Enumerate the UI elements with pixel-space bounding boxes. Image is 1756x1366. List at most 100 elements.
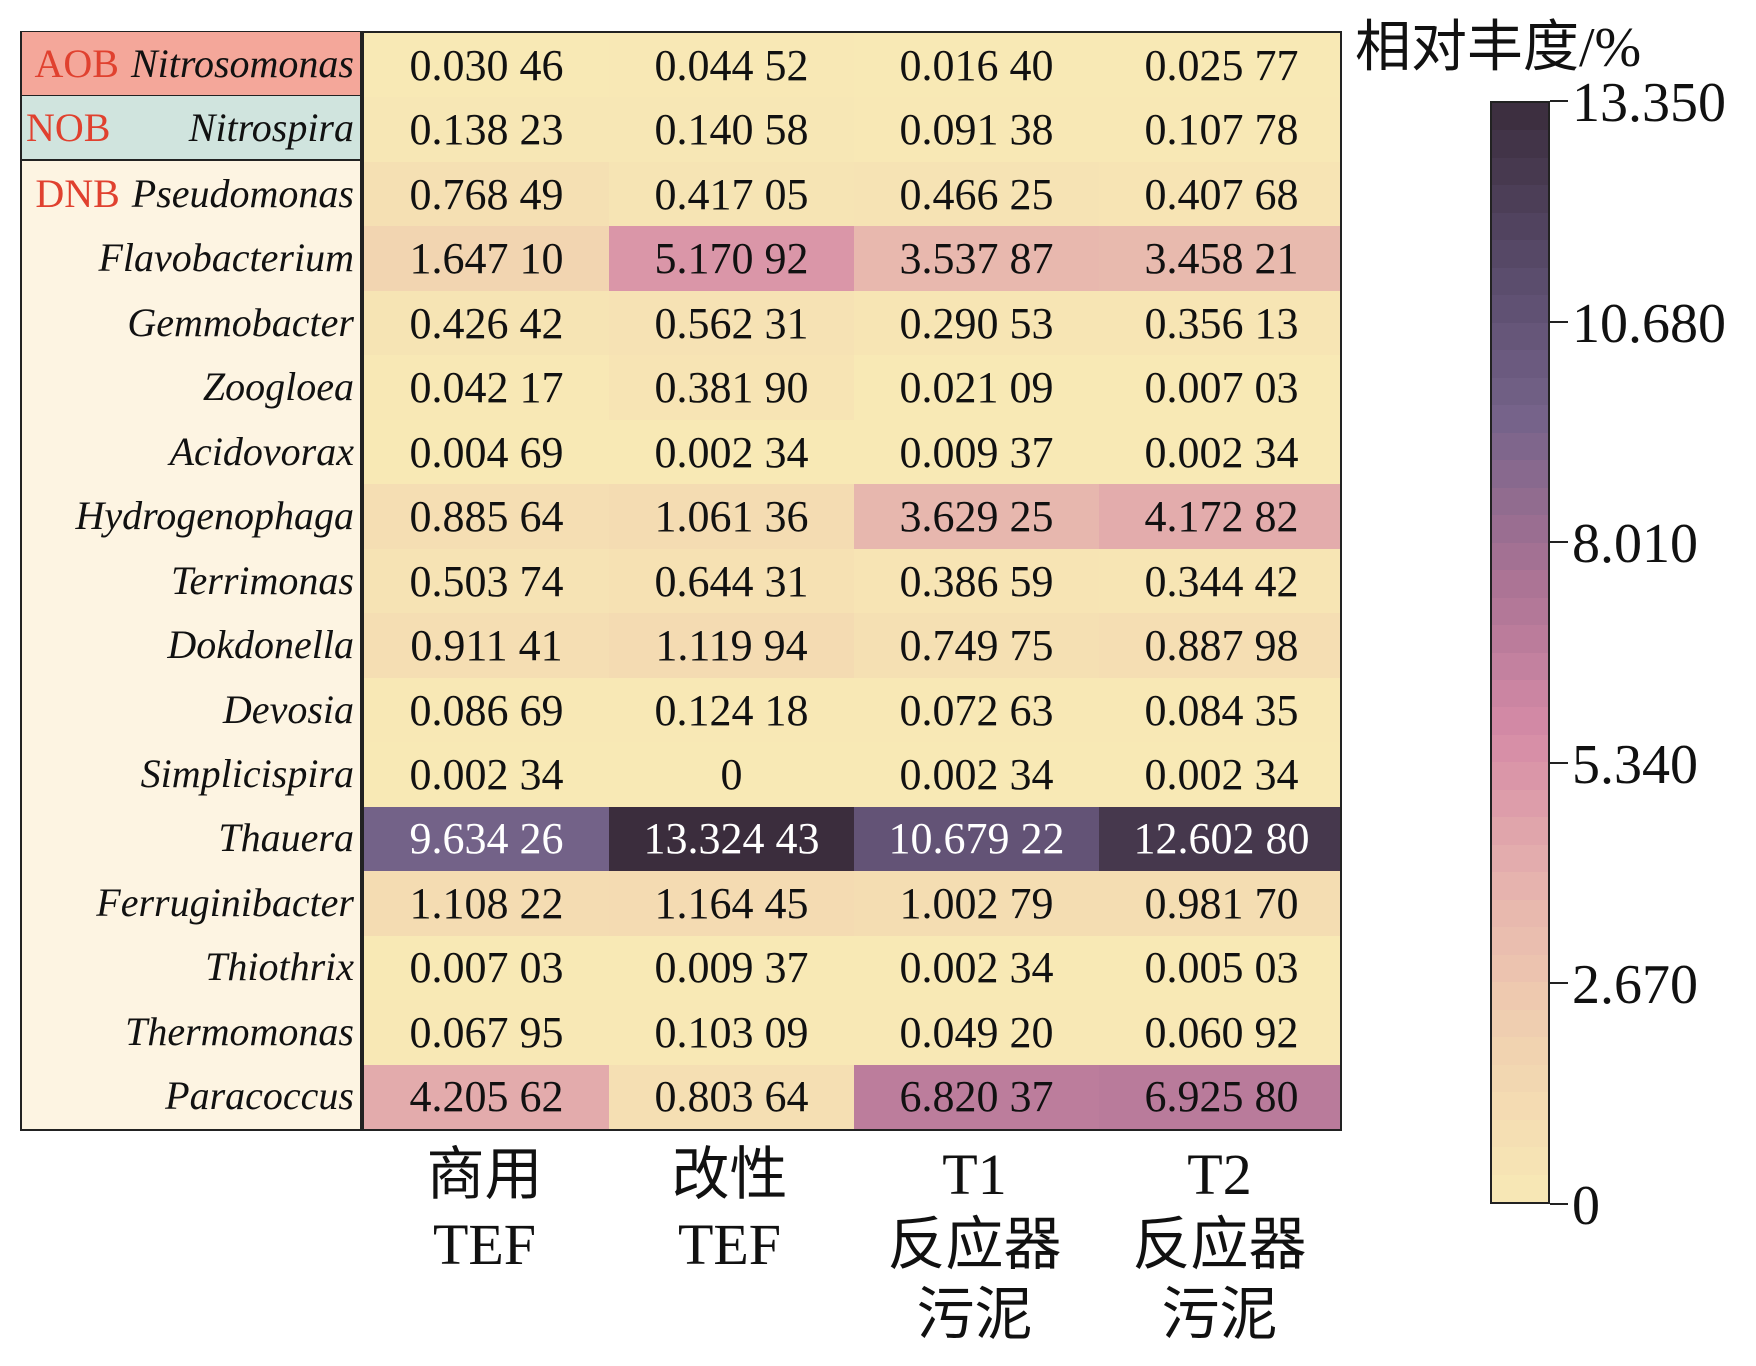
colorbar-step bbox=[1492, 350, 1548, 378]
colorbar-tick bbox=[1550, 982, 1568, 985]
row-label: Gemmobacter bbox=[22, 290, 360, 355]
heatmap-cell: 0.067 95 bbox=[364, 1000, 609, 1065]
colorbar-step bbox=[1492, 570, 1548, 598]
colorbar-step bbox=[1492, 1119, 1548, 1148]
taxon-name: Paracoccus bbox=[165, 1073, 354, 1119]
heatmap-cell: 0.002 34 bbox=[854, 935, 1099, 1001]
heatmap-cell: 1.061 36 bbox=[609, 484, 854, 549]
heatmap-cell: 0.030 46 bbox=[364, 33, 609, 98]
heatmap-cell: 3.629 25 bbox=[854, 484, 1099, 549]
heatmap-cell: 0.503 74 bbox=[364, 548, 609, 614]
heatmap-cell: 0.002 34 bbox=[854, 742, 1099, 807]
heatmap-cell: 0.426 42 bbox=[364, 290, 609, 356]
colorbar-step bbox=[1492, 597, 1548, 626]
colorbar-step bbox=[1492, 982, 1548, 1010]
heatmap-cell: 0.768 49 bbox=[364, 161, 609, 227]
row-label: Thiothrix bbox=[22, 935, 360, 1000]
colorbar-step bbox=[1492, 542, 1548, 571]
row-label: Acidovorax bbox=[22, 419, 360, 484]
heatmap-cell: 0.138 23 bbox=[364, 97, 609, 163]
heatmap-cell: 1.647 10 bbox=[364, 226, 609, 292]
colorbar-step bbox=[1492, 625, 1548, 653]
colorbar-step bbox=[1492, 707, 1548, 735]
heatmap-cell: 0.009 37 bbox=[609, 935, 854, 1001]
colorbar-step bbox=[1492, 1037, 1548, 1065]
row-label: DNB Pseudomonas bbox=[22, 161, 360, 226]
heatmap-cell: 0.002 34 bbox=[364, 742, 609, 807]
heatmap-cell: 0.002 34 bbox=[1099, 742, 1340, 807]
heatmap-cell: 0.004 69 bbox=[364, 419, 609, 485]
heatmap-cell: 0.086 69 bbox=[364, 677, 609, 743]
heatmap-cell: 0.084 35 bbox=[1099, 677, 1340, 743]
heatmap-cell: 0.885 64 bbox=[364, 484, 609, 549]
heatmap-cell: 0.107 78 bbox=[1099, 97, 1340, 163]
colorbar-tick bbox=[1550, 100, 1568, 102]
colorbar-step bbox=[1492, 1092, 1548, 1120]
row-label: Terrimonas bbox=[22, 548, 360, 613]
row-label: Thermomonas bbox=[22, 999, 360, 1064]
row-label: Zoogloea bbox=[22, 354, 360, 419]
colorbar-step bbox=[1492, 240, 1548, 268]
colorbar-step bbox=[1492, 954, 1548, 983]
heatmap-cell: 0.386 59 bbox=[854, 548, 1099, 614]
column-label: 改性 TEF bbox=[671, 1142, 788, 1277]
taxon-name: Nitrosomonas bbox=[130, 40, 354, 86]
taxon-name: Terrimonas bbox=[170, 557, 354, 603]
heatmap-cell: 0.007 03 bbox=[364, 935, 609, 1001]
column-label: T2 反应器 污泥 bbox=[1132, 1142, 1307, 1347]
taxon-name: Simplicispira bbox=[140, 751, 354, 797]
colorbar-step bbox=[1492, 652, 1548, 680]
heatmap-cell: 0.749 75 bbox=[854, 613, 1099, 678]
taxon-name: Zoogloea bbox=[202, 364, 354, 410]
row-label: Dokdonella bbox=[22, 612, 360, 677]
heatmap-cell: 0.072 63 bbox=[854, 677, 1099, 743]
colorbar-step bbox=[1492, 817, 1548, 845]
taxon-name: Dokdonella bbox=[167, 622, 354, 668]
colorbar-step bbox=[1492, 734, 1548, 763]
colorbar-tick-label: 13.350 bbox=[1572, 72, 1726, 134]
column-label: T1 反应器 污泥 bbox=[887, 1142, 1062, 1347]
heatmap-cell: 0.407 68 bbox=[1099, 161, 1340, 227]
colorbar-step bbox=[1492, 1064, 1548, 1093]
heatmap-cell: 0.887 98 bbox=[1099, 613, 1340, 678]
taxon-name: Pseudomonas bbox=[131, 170, 354, 216]
taxon-name: Thauera bbox=[218, 815, 354, 861]
heatmap-cell: 0.140 58 bbox=[609, 97, 854, 163]
heatmap-cell: 0.009 37 bbox=[854, 419, 1099, 485]
heatmap-cell: 0.124 18 bbox=[609, 677, 854, 743]
group-label: NOB bbox=[26, 105, 111, 151]
colorbar-step bbox=[1492, 844, 1548, 873]
heatmap-cell: 0.344 42 bbox=[1099, 548, 1340, 614]
heatmap-cell: 0.044 52 bbox=[609, 33, 854, 98]
group-label: AOB bbox=[34, 40, 119, 86]
colorbar-step bbox=[1492, 267, 1548, 296]
heatmap-cell: 0.060 92 bbox=[1099, 1000, 1340, 1065]
colorbar-step bbox=[1492, 679, 1548, 708]
colorbar-step bbox=[1492, 103, 1548, 131]
heatmap-cell: 0.025 77 bbox=[1099, 33, 1340, 98]
heatmap-cell: 0.049 20 bbox=[854, 1000, 1099, 1065]
taxon-name: Flavobacterium bbox=[98, 235, 355, 281]
heatmap-cell: 0.911 41 bbox=[364, 613, 609, 678]
row-label: Simplicispira bbox=[22, 741, 360, 806]
colorbar-step bbox=[1492, 927, 1548, 955]
heatmap-cell: 10.679 22 bbox=[854, 806, 1099, 872]
taxon-name: Ferruginibacter bbox=[96, 879, 354, 925]
heatmap-cell: 0.005 03 bbox=[1099, 935, 1340, 1001]
colorbar-tick-label: 8.010 bbox=[1572, 513, 1698, 576]
heatmap-cell: 0.103 09 bbox=[609, 1000, 854, 1065]
heatmap-cell: 0.091 38 bbox=[854, 97, 1099, 163]
heatmap-cell: 0.002 34 bbox=[609, 419, 854, 485]
column-label: 商用 TEF bbox=[426, 1142, 543, 1277]
heatmap-cell: 12.602 80 bbox=[1099, 806, 1340, 872]
heatmap-cell: 0.042 17 bbox=[364, 355, 609, 421]
colorbar-step bbox=[1492, 1009, 1548, 1038]
row-label: Thauera bbox=[22, 806, 360, 871]
colorbar-tick-label: 2.670 bbox=[1572, 954, 1698, 1017]
taxon-name: Acidovorax bbox=[169, 428, 354, 474]
heatmap-cell: 0.466 25 bbox=[854, 161, 1099, 227]
heatmap-cell: 0.007 03 bbox=[1099, 355, 1340, 421]
colorbar bbox=[1490, 101, 1550, 1204]
colorbar-step bbox=[1492, 762, 1548, 790]
row-label: NOB Nitrospira bbox=[22, 96, 360, 162]
